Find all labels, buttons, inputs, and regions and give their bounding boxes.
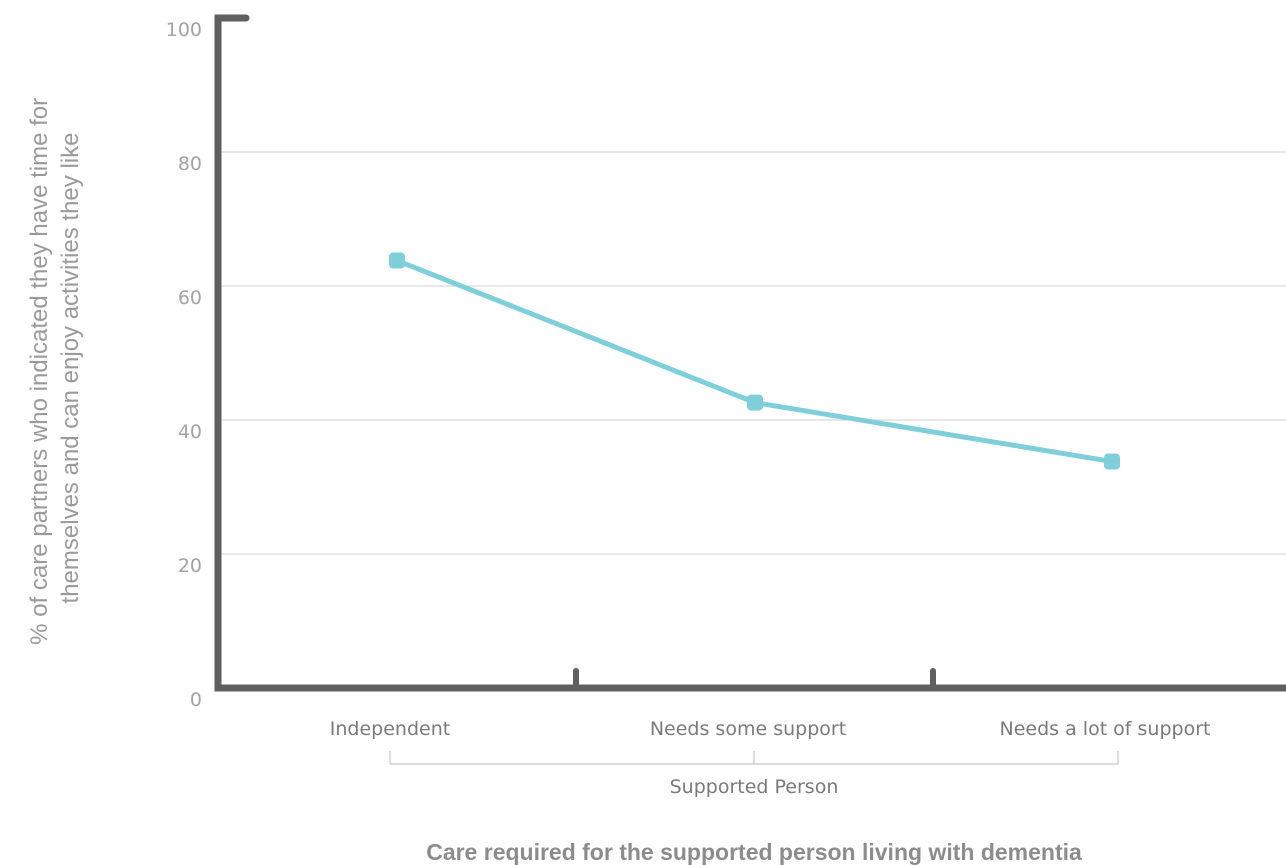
y-tick-label-40: 40 bbox=[178, 421, 202, 443]
y-axis-title-line-1: % of care partners who indicated they ha… bbox=[26, 98, 53, 645]
category-label-2: Needs a lot of support bbox=[1000, 718, 1211, 740]
y-tick-label-20: 20 bbox=[178, 555, 202, 577]
y-tick-label-60: 60 bbox=[178, 287, 202, 309]
category-label-0: Independent bbox=[330, 718, 450, 740]
group-label: Supported Person bbox=[670, 776, 839, 798]
y-tick-labels: 0 20 40 60 80 100 bbox=[166, 19, 202, 711]
y-tick-label-80: 80 bbox=[178, 153, 202, 175]
y-axis-title: % of care partners who indicated they ha… bbox=[26, 91, 84, 645]
category-group-bracket bbox=[389, 751, 1119, 765]
x-axis-title: Care required for the supported person l… bbox=[426, 839, 1082, 865]
y-tick-label-0: 0 bbox=[190, 689, 202, 711]
category-label-1: Needs some support bbox=[650, 718, 846, 740]
data-point-0 bbox=[389, 252, 405, 269]
series-line-0 bbox=[396, 258, 1113, 465]
category-labels: Independent Needs some support Needs a lot… bbox=[330, 718, 1211, 740]
grid-lines bbox=[218, 151, 1286, 555]
axes bbox=[214, 14, 1286, 692]
series bbox=[389, 252, 1120, 470]
data-point-2 bbox=[1104, 453, 1120, 470]
y-tick-label-100: 100 bbox=[166, 19, 202, 41]
data-point-1 bbox=[747, 394, 763, 411]
y-axis-title-line-2: themselves and can enjoy activities they… bbox=[57, 133, 84, 604]
